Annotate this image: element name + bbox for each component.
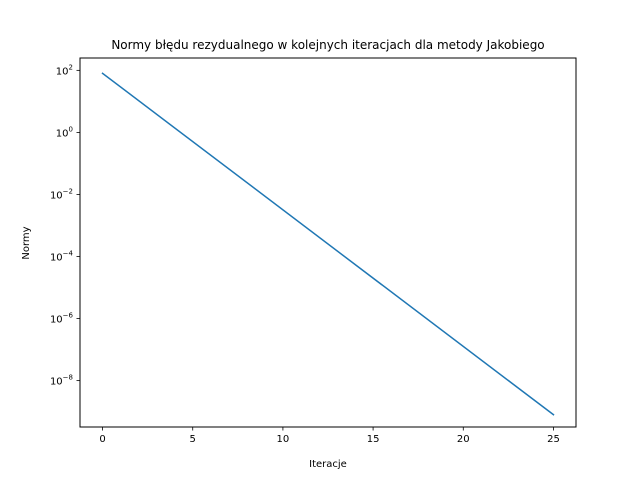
x-tick-label: 0	[99, 434, 105, 445]
x-tick-label: 5	[190, 434, 196, 445]
x-tick-label: 15	[367, 434, 380, 445]
x-tick-label: 25	[547, 434, 560, 445]
plot-frame	[79, 57, 577, 428]
y-tick-label: 100	[56, 125, 73, 139]
y-tick-label: 102	[56, 63, 73, 77]
y-axis: 102 100 10−2 10−4 10−6 10−8	[50, 63, 80, 388]
y-axis-label: Normy	[21, 226, 32, 259]
y-tick-label: 10−2	[50, 187, 73, 201]
chart-title: Normy błędu rezydualnego w kolejnych ite…	[111, 38, 544, 52]
series-line	[101, 72, 555, 416]
y-tick-label: 10−8	[50, 374, 73, 388]
x-tick-label: 20	[457, 434, 470, 445]
x-axis: 0 5 10 15 20 25	[99, 427, 560, 445]
x-tick-label: 10	[277, 434, 290, 445]
x-axis-label: Iteracje	[309, 459, 347, 470]
series-layer	[101, 72, 555, 416]
y-tick-label: 10−4	[50, 250, 74, 264]
y-tick-label: 10−6	[50, 312, 74, 326]
